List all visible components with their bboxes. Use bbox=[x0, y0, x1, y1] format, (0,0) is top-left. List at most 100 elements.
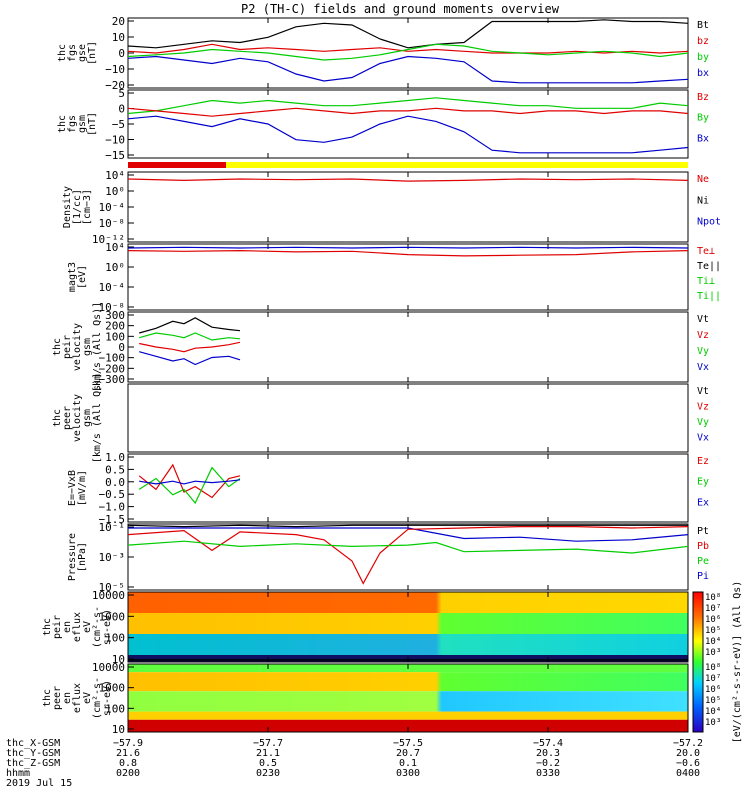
colorbar-tick: 10⁷ bbox=[705, 674, 721, 684]
legend-entry: Te|| bbox=[697, 261, 721, 272]
y-axis-label: eV bbox=[82, 621, 93, 633]
y-tick-label: 200 bbox=[105, 320, 125, 333]
series-line-green bbox=[127, 540, 689, 554]
series-line-red bbox=[127, 178, 689, 182]
y-axis-label: gsm bbox=[82, 338, 93, 356]
colorbar-tick: 10⁷ bbox=[705, 604, 721, 614]
y-tick-label: 0 bbox=[118, 47, 125, 60]
y-tick-label: 10 bbox=[112, 31, 125, 44]
panel-8: 10⁻¹ 10⁻³ 10⁻⁵ Pressure [nPa] Pt Pb Pe Pi bbox=[67, 521, 709, 594]
y-tick-label: 10⁻⁸ bbox=[99, 301, 126, 314]
y-axis-label: velocity bbox=[72, 323, 83, 371]
y-axis-label: eflux bbox=[72, 612, 83, 642]
x-tick-label: −57.5 bbox=[393, 738, 423, 749]
panel-frame bbox=[127, 523, 689, 591]
x-tick-label: −57.7 bbox=[253, 738, 283, 749]
y-axis-label: [nT] bbox=[87, 41, 98, 65]
y-axis-label: thc bbox=[57, 44, 68, 62]
colorbar-tick: 10⁴ bbox=[705, 637, 721, 647]
x-tick-label: 0.5 bbox=[259, 758, 277, 769]
spectrogram-high-band bbox=[128, 592, 688, 613]
legend-entry: Vy bbox=[697, 346, 709, 357]
y-axis-label: fgs bbox=[67, 44, 78, 62]
y-tick-label: 10⁻³ bbox=[99, 551, 126, 564]
series-line-green bbox=[127, 97, 689, 115]
y-tick-label: 10⁻⁸ bbox=[99, 217, 126, 230]
legend-entry: Ni bbox=[697, 195, 709, 206]
series-line-red bbox=[127, 107, 689, 117]
series-line-blue bbox=[127, 246, 689, 249]
legend-entry: Vz bbox=[697, 330, 709, 341]
y-tick-label: −15 bbox=[105, 149, 125, 162]
colorbar-tick: 10³ bbox=[705, 648, 721, 658]
x-tick-label: 20.3 bbox=[536, 748, 560, 759]
y-axis-label: peer bbox=[62, 406, 73, 430]
legend-entry: Ti|| bbox=[697, 291, 721, 302]
y-tick-label: 100 bbox=[105, 330, 125, 343]
colorbar-label: [eV/(cm²-s-sr-eV)] (All Qs) bbox=[732, 581, 743, 744]
y-tick-label: 0.0 bbox=[105, 476, 125, 489]
legend-entry: Pe bbox=[697, 556, 709, 567]
y-axis-label: peir bbox=[52, 615, 63, 639]
legend-entry: bz bbox=[697, 36, 709, 47]
y-tick-label: 10⁴ bbox=[105, 169, 125, 182]
colorbar-scale bbox=[692, 591, 704, 733]
y-axis-label: Pressure bbox=[67, 533, 78, 581]
x-tick-label: 0.1 bbox=[399, 758, 417, 769]
panel-7: 1.00.50.0−0.5−1.0−1.5 E=−VxB [mV/m] Ez Ey Ex bbox=[67, 451, 709, 526]
y-tick-label: 100 bbox=[105, 632, 125, 645]
legend-entry: Vy bbox=[697, 417, 709, 428]
y-axis-label: E=−VxB bbox=[67, 470, 78, 506]
y-axis-label: en bbox=[62, 621, 73, 633]
y-axis-label: eflux bbox=[72, 683, 83, 713]
series-line-blue bbox=[128, 527, 689, 542]
series-line-blue bbox=[127, 115, 689, 154]
x-row-label: thc_X-GSM bbox=[6, 738, 60, 749]
y-axis-label: (cm²-s- bbox=[92, 677, 103, 719]
y-axis-label: thc bbox=[57, 115, 68, 133]
y-tick-label: 10 bbox=[112, 723, 125, 736]
x-tick-label: −57.9 bbox=[113, 738, 143, 749]
x-tick-label: −57.4 bbox=[533, 738, 563, 749]
y-axis-label: [nT] bbox=[87, 112, 98, 136]
legend-entry: Bx bbox=[697, 133, 709, 144]
y-axis-label: gse bbox=[77, 44, 88, 62]
colorbar-tick: 10⁵ bbox=[705, 696, 721, 706]
y-tick-label: −10 bbox=[105, 63, 125, 76]
y-tick-label: 0 bbox=[118, 103, 125, 116]
y-axis-label: [eV] bbox=[77, 265, 88, 289]
panel-1: 20 10 0 −10 −20 thc fgs gse [nT] Bt bz by bx bbox=[57, 15, 709, 92]
x-tick-label: 0400 bbox=[676, 768, 700, 779]
panel-frame bbox=[127, 383, 689, 453]
legend-entry: Npot bbox=[697, 217, 721, 228]
legend-entry: Bt bbox=[697, 20, 709, 31]
y-tick-label: −1.0 bbox=[99, 501, 126, 514]
y-tick-label: 0.5 bbox=[105, 463, 125, 476]
y-axis-label: [km/s (All Qs)] bbox=[92, 302, 103, 392]
colorbar-tick: 10⁸ bbox=[705, 593, 721, 603]
y-tick-label: −10 bbox=[105, 134, 125, 147]
x-tick-label: 0.8 bbox=[119, 758, 137, 769]
legend-entry: Ey bbox=[697, 477, 709, 488]
panel-9: 10000 1000 100 10 thc peir en eflux eV (cm²-s-sr-… bbox=[42, 589, 689, 666]
panel-3: 10⁴ 10⁰ 10⁻⁴ 10⁻⁸ 10⁻¹² Density [1/cc] [cm−3] Ne… bbox=[62, 169, 721, 246]
y-axis-label: magt3 bbox=[67, 262, 78, 292]
y-axis-label: fgs bbox=[67, 115, 78, 133]
y-tick-label: 1000 bbox=[99, 610, 126, 623]
y-axis-label: thc bbox=[52, 338, 63, 356]
spectrogram-mid-band bbox=[128, 613, 688, 634]
status-bar-yellow bbox=[226, 162, 688, 168]
figure-title: P2 (TH-C) fields and ground moments over… bbox=[241, 2, 560, 16]
y-axis-label: velocity bbox=[72, 394, 83, 442]
y-axis-label: gsm bbox=[82, 409, 93, 427]
series-line-black bbox=[127, 524, 688, 528]
series-line-green bbox=[139, 332, 241, 341]
y-axis-label: [mV/m] bbox=[77, 470, 88, 506]
y-axis-label: eV bbox=[82, 692, 93, 704]
x-tick-label: −0.2 bbox=[536, 758, 560, 769]
date-label: 2019 Jul 15 bbox=[6, 778, 72, 789]
x-row-label: thc_Z-GSM bbox=[6, 758, 60, 769]
legend-entry: Ex bbox=[697, 497, 709, 508]
